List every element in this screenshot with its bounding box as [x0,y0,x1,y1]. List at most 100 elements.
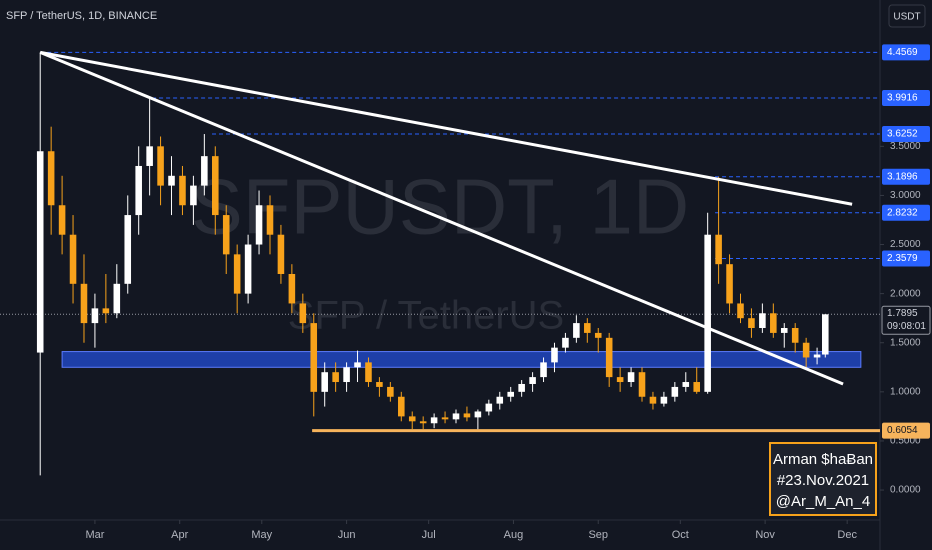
y-tick-label: 3.5000 [890,141,921,152]
candle-body [288,273,296,304]
candle-body [649,396,657,404]
candle-body [299,303,307,324]
candle-body [201,156,208,186]
candle-body [474,411,482,418]
y-tick-label: 3.0000 [890,190,921,201]
chart-title: SFP / TetherUS, 1D, BINANCE [6,10,157,22]
candle-body [584,323,591,333]
signature-line: Arman $haɃan [773,451,873,468]
level-tag [882,168,930,185]
candle-body [398,396,405,417]
candle-body [36,151,44,353]
x-tick-label: Mar [85,529,104,541]
y-tick-label: 1.5000 [890,337,921,348]
candle-body [157,146,164,186]
x-tick-label: Oct [672,529,689,541]
candle-body [507,391,514,397]
candle-body [190,185,197,206]
candle-body [113,283,121,314]
countdown-label: 09:08:01 [887,321,926,332]
candle-body [748,318,755,329]
level-tag [882,126,930,143]
candle-body [605,337,613,378]
level-label: 2.3579 [887,253,918,264]
candle-body [69,234,77,284]
x-tick-label: Dec [837,529,857,541]
x-tick-label: Apr [171,529,188,541]
trendline [39,50,853,206]
candle-body [802,342,810,358]
signature-box [769,442,877,516]
x-tick-label: Sep [588,529,608,541]
last-price-tag [881,305,931,335]
candle-body [441,417,449,420]
candle-body [321,372,328,392]
level-tag [882,44,930,61]
candle-body [660,396,668,404]
candle-body [80,283,88,324]
candle-body [102,308,110,314]
candle-body [430,417,438,424]
level-label: 3.1896 [887,171,918,182]
candle-body [387,386,394,397]
candle-body [277,234,285,274]
candle-body [146,146,153,166]
level-label: 3.9916 [887,93,918,104]
x-tick-label: Jul [422,529,436,541]
candle-body [770,313,777,333]
candle-body [332,372,339,383]
candle-body [47,151,55,206]
candle-body [671,386,679,397]
candle-body [822,314,829,355]
candle-body [222,215,230,255]
candle-body [310,323,318,392]
level-label: 2.8232 [887,207,918,218]
currency-button[interactable] [888,4,926,28]
level-tag [882,250,930,267]
candle-body [255,205,263,245]
candle-body [791,328,799,343]
candle-body [726,264,733,304]
candle-body [529,377,536,384]
candle-body [408,416,416,422]
candle-body [463,413,471,418]
candle-body [485,403,493,412]
candle-body [266,205,274,235]
x-tick-label: Jun [338,529,356,541]
y-tick-label: 1.0000 [890,386,921,397]
level-label: 4.4569 [887,47,918,58]
support-label: 0.6054 [887,425,918,436]
y-tick-label: 0.5000 [890,436,921,447]
currency-label: USDT [893,12,920,23]
last-price-label: 1.7895 [887,308,918,319]
candle-body [780,328,788,333]
candle-body [244,244,252,294]
level-label: 3.6252 [887,129,918,140]
signature-line: #23.Nov.2021 [777,472,869,489]
x-tick-label: Aug [504,529,524,541]
x-tick-label: Nov [755,529,775,541]
watermark-subtitle: SFP / TetherUS [288,294,564,338]
candle-body [58,205,66,235]
candle-body [376,382,383,387]
candle-body [616,377,624,383]
candle-body [540,362,547,378]
candle-body [496,396,504,404]
level-tag [882,204,930,221]
candle-body [627,372,635,383]
candle-body [211,156,219,216]
candle-body [233,254,241,294]
candle-body [682,382,690,387]
candle-body [573,323,580,338]
candle-body [693,382,701,392]
candle-body [452,413,460,420]
support-zone [61,351,862,368]
candle-body [179,175,186,206]
candle-body [168,175,175,186]
support-tag [882,422,930,439]
candle-body [737,303,744,319]
candle-body [365,362,372,383]
candle-body [715,234,722,265]
candle-body [813,354,821,358]
